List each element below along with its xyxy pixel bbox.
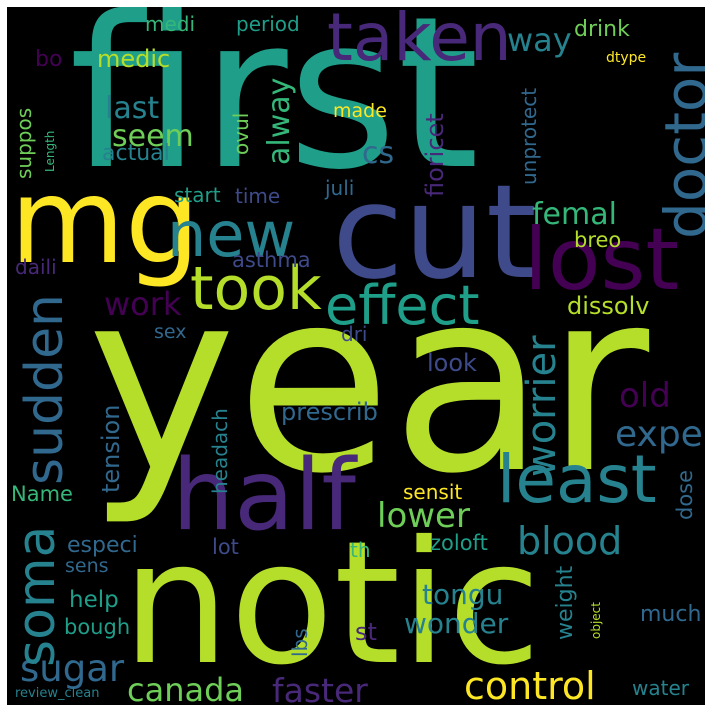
word-way: way — [507, 21, 572, 59]
word-actual: actual — [102, 141, 170, 166]
word-medic: medic — [97, 45, 171, 73]
word-dtype: dtype — [606, 50, 647, 66]
word-femal: femal — [532, 197, 617, 232]
word-dissolv: dissolv — [567, 292, 650, 320]
word-sens: sens — [65, 555, 109, 577]
word-canada: canada — [127, 671, 245, 705]
word-last: last — [105, 91, 160, 126]
word-first: first — [69, 7, 480, 216]
word-water: water — [632, 676, 689, 700]
word-much: much — [640, 602, 702, 627]
word-sensit: sensit — [403, 480, 463, 504]
word-especi: especi — [67, 533, 138, 558]
word-blood: blood — [517, 519, 623, 563]
word-Name: Name — [11, 482, 73, 506]
word-breo: breo — [574, 228, 622, 252]
word-drink: drink — [574, 17, 630, 42]
word-lower: lower — [377, 496, 470, 536]
word-object: object — [589, 602, 603, 639]
word-st: st — [355, 618, 377, 646]
word-least: least — [497, 441, 657, 518]
word-lbs: lbs — [288, 628, 312, 657]
word-lost: lost — [524, 210, 680, 310]
word-sudden: sudden — [15, 293, 75, 485]
word-bo: bo — [35, 47, 63, 72]
word-took: took — [190, 254, 322, 324]
word-daili: daili — [15, 255, 57, 279]
word-zoloft: zoloft — [430, 531, 488, 555]
word-sugar: sugar — [20, 647, 125, 690]
word-mg: mg — [10, 152, 200, 290]
word-asthma: asthma — [232, 248, 311, 272]
word-effect: effect — [325, 274, 480, 337]
word-cut: cut — [332, 156, 537, 308]
word-start: start — [174, 183, 221, 207]
word-Length: Length — [43, 130, 57, 172]
word-control: control — [464, 664, 596, 705]
word-alway: alway — [262, 77, 297, 165]
word-made: made — [333, 100, 387, 122]
word-old: old — [619, 376, 671, 416]
word-time: time — [235, 184, 281, 208]
word-half: half — [172, 439, 356, 553]
word-soma: soma — [7, 525, 67, 667]
word-lot: lot — [212, 535, 239, 559]
word-seem: seem — [112, 119, 194, 154]
word-sex: sex — [154, 321, 187, 343]
word-doctor: doctor — [652, 52, 705, 239]
word-year: year — [87, 236, 650, 529]
word-medi: medi — [145, 12, 196, 36]
word-taken: taken — [327, 7, 512, 76]
word-expe: expe — [615, 414, 703, 455]
word-bough: bough — [64, 615, 131, 639]
word-th: th — [350, 538, 371, 562]
word-look: look — [427, 349, 477, 377]
word-headach: headach — [208, 408, 232, 494]
word-new: new — [167, 198, 296, 271]
word-help: help — [69, 587, 119, 613]
word-dose: dose — [673, 469, 697, 520]
word-ovul: ovul — [229, 112, 253, 155]
word-worrier: worrier — [519, 335, 565, 477]
word-tongu: tongu — [422, 578, 504, 611]
word-review_clean: review_clean — [15, 686, 100, 701]
word-wonder: wonder — [404, 607, 509, 640]
word-notic: notic — [122, 505, 542, 703]
word-tension: tension — [97, 404, 125, 493]
word-cloud: year notic first cut mg half lost least … — [7, 7, 705, 705]
word-unprotect: unprotect — [517, 87, 541, 185]
word-fioricet: fioricet — [421, 113, 449, 197]
word-faster: faster — [272, 671, 368, 705]
word-dri: dri — [341, 322, 368, 346]
word-cs: cs — [362, 136, 395, 171]
word-prescrib: prescrib — [281, 398, 378, 426]
word-work: work — [104, 285, 182, 323]
word-juli: juli — [325, 176, 355, 200]
word-suppos: suppos — [12, 107, 36, 179]
word-weight: weight — [553, 565, 578, 640]
word-period: period — [236, 12, 300, 36]
